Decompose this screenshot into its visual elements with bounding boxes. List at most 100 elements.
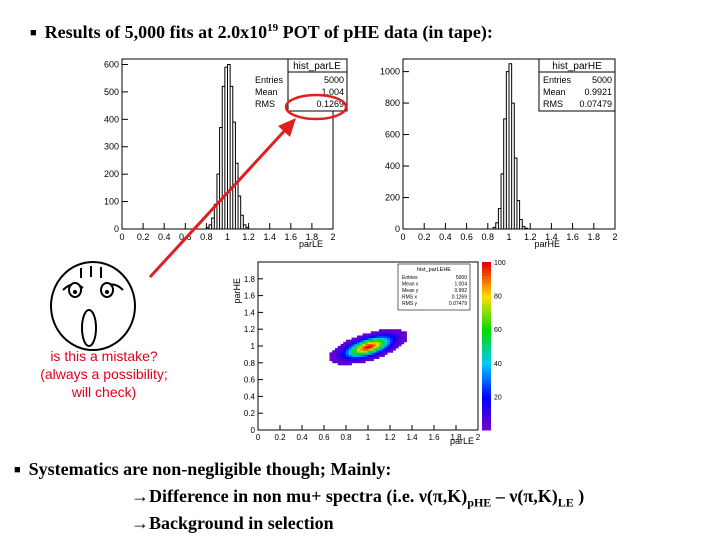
hist-2d-cell bbox=[343, 360, 347, 364]
hist-parLE-xtick-label: 1.4 bbox=[263, 232, 276, 242]
hist-2d-cell bbox=[370, 352, 374, 355]
hist-2d-cell bbox=[370, 331, 374, 334]
hist-2d-xtick-label: 0.4 bbox=[296, 433, 308, 442]
hist-parHE-bar bbox=[504, 119, 507, 229]
hist-2d-cell bbox=[340, 356, 344, 359]
hist-2d-cell bbox=[387, 333, 391, 336]
hist-parLE-xtick-label: 0.4 bbox=[158, 232, 171, 242]
hist-2d-cell bbox=[384, 335, 388, 338]
hist-2d-cell bbox=[384, 337, 388, 341]
hist-2d-cell bbox=[387, 339, 391, 343]
hist-parHE-chart: 0 0.2 0.4 0.6 0.8 1 1.2 1.4 1.6 1.8 2 0 200 400 600 800… bbox=[380, 58, 618, 249]
hist-parHE-bar bbox=[498, 209, 501, 229]
hist-2d-cell bbox=[348, 352, 352, 355]
hist-2d-colorbar-segment bbox=[482, 334, 491, 339]
hist-2d-cell bbox=[332, 354, 336, 357]
hist-2d-stat-value: 5000 bbox=[456, 275, 467, 281]
hist-2d-cell bbox=[343, 341, 347, 345]
hist-2d-cell bbox=[403, 339, 407, 343]
hist-2d-cell bbox=[359, 341, 363, 345]
hist-2d-cell bbox=[335, 354, 339, 357]
hist-2d-cell bbox=[359, 343, 363, 347]
hist-2d-cell bbox=[392, 341, 396, 345]
hist-2d-cell bbox=[351, 348, 355, 351]
hist-2d-cell bbox=[340, 358, 344, 362]
hist-2d-cell bbox=[390, 348, 394, 351]
hist-2d-cell bbox=[381, 339, 385, 343]
hist-2d-colorbar-segment bbox=[482, 362, 491, 367]
hist-2d-colorbar-segment bbox=[482, 421, 491, 425]
hist-2d-cell bbox=[357, 354, 361, 357]
hist-2d-colorbar-segment bbox=[482, 309, 491, 313]
hist-parLE-entries: 5000 bbox=[324, 75, 344, 85]
hist-2d-cell bbox=[381, 343, 385, 347]
hist-2d-cell bbox=[390, 350, 394, 353]
hist-parLE-bar bbox=[228, 64, 231, 229]
hist-2d-colorbar-segment bbox=[482, 298, 491, 302]
hist-2d-cell bbox=[392, 348, 396, 351]
hist-parLE-bar bbox=[241, 215, 244, 229]
hist-2d-colorbar-segment bbox=[482, 351, 491, 355]
hist-2d-stat-label: Mean x bbox=[402, 282, 419, 288]
hist-parHE-entries-label: Entries bbox=[543, 75, 572, 85]
hist-2d-colorbar-segment bbox=[482, 264, 491, 269]
hist-2d-ytick-label: 0 bbox=[251, 426, 256, 435]
hist-2d-cell bbox=[362, 350, 366, 353]
sub-bullet-difference: →Difference in non mu+ spectra (i.e. ν(π… bbox=[131, 486, 585, 510]
slide-title: ■ Results of 5,000 fits at 2.0x1019 POT o… bbox=[30, 22, 493, 42]
hist-parHE-rms: 0.07479 bbox=[579, 99, 612, 109]
hist-parHE-xtick-label: 0 bbox=[400, 232, 405, 242]
hist-2d-cell bbox=[329, 358, 333, 362]
hist-2d-cell bbox=[401, 333, 405, 336]
hist-parLE-ytick-label: 500 bbox=[104, 87, 119, 97]
hist-2d-cell bbox=[362, 337, 366, 341]
hist-2d-cell bbox=[376, 339, 380, 343]
hist-2d-cell bbox=[384, 352, 388, 355]
hist-2d-colorbar-segment bbox=[482, 348, 491, 353]
hist-2d-cell bbox=[357, 348, 361, 351]
hist-2d-cell bbox=[357, 335, 361, 338]
hist-2d-colorbar-segment bbox=[482, 360, 491, 364]
hist-2d-cell bbox=[398, 333, 402, 336]
hist-2d-cell bbox=[348, 346, 352, 349]
hist-2d-cell bbox=[359, 335, 363, 338]
hist-2d-cell bbox=[398, 341, 402, 345]
hist-2d-colorbar-segment bbox=[482, 326, 491, 330]
hist-2d-colorbar-segment bbox=[482, 382, 491, 386]
hist-2d-cell bbox=[343, 358, 347, 362]
hist-2d-cell bbox=[379, 335, 383, 338]
hist-parLE-bar bbox=[214, 204, 217, 229]
hist-2d-cell bbox=[340, 348, 344, 351]
hist-parHE-bar bbox=[496, 223, 499, 229]
hist-2d-cell bbox=[343, 354, 347, 357]
hist-2d-cell bbox=[365, 356, 369, 359]
hist-2d-cell bbox=[357, 346, 361, 349]
hist-2d-cell bbox=[365, 350, 369, 353]
hist-parHE-rms-label: RMS bbox=[543, 99, 563, 109]
hist-2d-colorbar-segment bbox=[482, 410, 491, 414]
hist-parLE-bar bbox=[206, 228, 209, 229]
hist-parLE-ytick-label: 400 bbox=[104, 114, 119, 124]
hist-2d-cell bbox=[357, 337, 361, 341]
hist-2d-colorbar-segment bbox=[482, 315, 491, 319]
callout-line-2: (always a possibility; bbox=[40, 366, 168, 382]
hist-2d-cell bbox=[337, 358, 341, 362]
hist-2d-cell bbox=[390, 335, 394, 338]
hist-2d-colorbar: 20 40 60 80 100 bbox=[482, 260, 506, 431]
hist-parLE-bar bbox=[238, 196, 241, 229]
hist-2d-cell bbox=[379, 339, 383, 343]
hist-2d-cell bbox=[376, 352, 380, 355]
hist-2d-colorbar-segment bbox=[482, 393, 491, 397]
hist-parHE-bar bbox=[520, 220, 523, 229]
hist-2d-cell bbox=[392, 346, 396, 349]
hist-2d-cell bbox=[351, 356, 355, 359]
hist-2d-cell bbox=[376, 331, 380, 334]
hist-2d-cell bbox=[329, 354, 333, 357]
hist-2d-cell bbox=[348, 343, 352, 347]
hist-2d-cell bbox=[379, 333, 383, 336]
hist-2d-cell bbox=[373, 337, 377, 341]
hist-parLE-xtick-label: 1 bbox=[225, 232, 230, 242]
hist-2d-cell bbox=[359, 356, 363, 359]
hist-2d-cell bbox=[370, 348, 374, 351]
hist-parLE-mean-label: Mean bbox=[255, 87, 278, 97]
